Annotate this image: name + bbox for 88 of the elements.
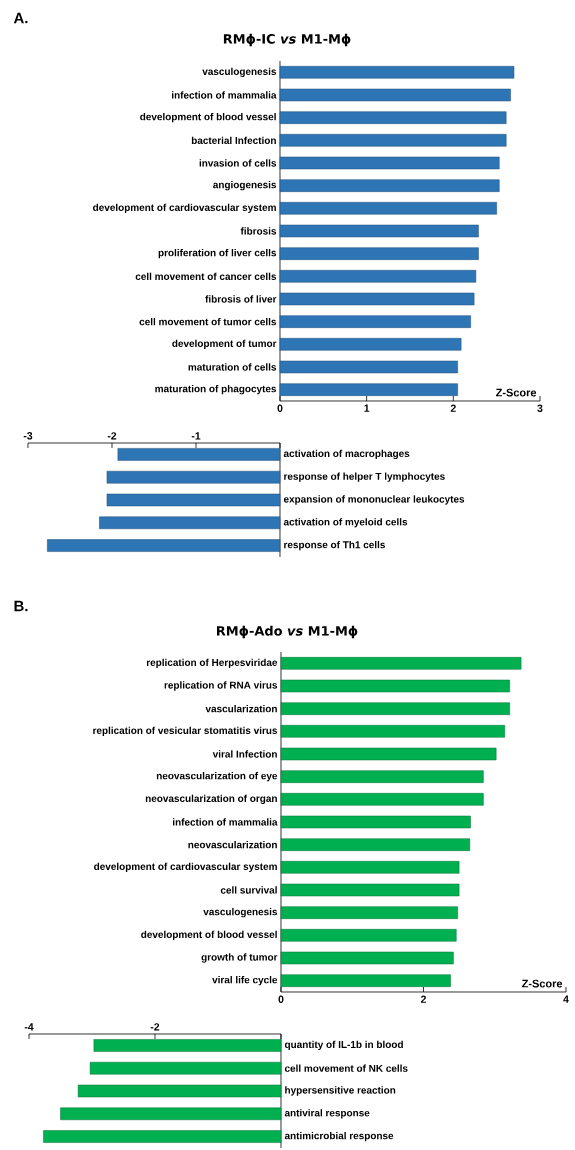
bar (279, 360, 458, 374)
text: A. (13, 12, 28, 24)
y-tick-label: activation of myeloid cells (283, 518, 408, 528)
y-tick-label: infection of mammalia (173, 818, 278, 826)
bar (280, 747, 497, 761)
bar (279, 179, 500, 192)
x-tick-label: -2 (107, 432, 117, 440)
y-tick-label: cell movement of NK cells (284, 1064, 408, 1072)
bar (279, 88, 511, 102)
bar (279, 156, 500, 170)
y-tick-label: vasculogenesis (203, 907, 278, 918)
x-tick-label: -2 (150, 1023, 160, 1031)
x-tick-label: 2 (420, 995, 426, 1003)
bar (280, 657, 522, 670)
x-axis-title: Z-Score (522, 979, 563, 988)
bar (280, 702, 510, 715)
x-tick-label: -1 (191, 432, 201, 440)
y-tick-label: development of blood vessel (141, 930, 277, 940)
x-tick-label: 0 (278, 995, 284, 1003)
x-tick-label: 1 (364, 404, 370, 412)
y-tick-label: replication of vesicular stomatitis virus (93, 726, 278, 736)
y-tick-label: infection of mammalia (172, 91, 277, 99)
x-tick-label: -4 (24, 1023, 34, 1031)
bar (279, 247, 479, 260)
y-tick-label: response of Th1 cells (284, 540, 385, 551)
y-tick-label: development of tumor (172, 339, 277, 349)
bar (279, 111, 507, 124)
y-tick-label: hypersensitive reaction (285, 1086, 396, 1096)
bar (279, 66, 515, 79)
y-tick-label: maturation of phagocytes (155, 384, 277, 395)
y-tick-label: replication of RNA virus (164, 681, 278, 691)
chart-title: RMϕ-Ado vs M1-Mϕ (216, 625, 358, 639)
x-tick-label: 4 (563, 995, 569, 1003)
y-tick-label: replication of Herpesviridae (146, 658, 278, 668)
y-tick-label: activation of macrophages (283, 449, 410, 460)
x-tick-label: 0 (277, 404, 283, 412)
y-tick-label: neovascularization of eye (156, 772, 278, 782)
bar (280, 883, 460, 897)
bar (280, 725, 505, 738)
y-tick-label: maturation of cells (188, 363, 277, 371)
x-tick-label: -3 (23, 432, 33, 440)
y-tick-label: angiogenesis (213, 180, 277, 191)
bar (280, 861, 460, 874)
x-axis-title: Z-Score (496, 388, 537, 397)
y-tick-label: expansion of mononuclear leukocytes (283, 495, 465, 505)
bar (280, 929, 457, 942)
y-tick-label: cell movement of tumor cells (139, 318, 277, 326)
y-tick-label: development of blood vessel (140, 113, 276, 123)
y-tick-label: bacterial Infection (191, 136, 276, 144)
y-tick-label: invasion of cells (199, 159, 277, 167)
bar (280, 906, 458, 919)
bar (280, 838, 471, 851)
bar (279, 270, 477, 283)
y-tick-label: development of cardiovascular system (94, 862, 277, 872)
bar (280, 793, 484, 806)
bar (279, 292, 475, 306)
y-tick-label: vascularization (205, 705, 277, 713)
y-tick-label: viral life cycle (212, 976, 278, 986)
chart-title: RMϕ-IC vs M1-Mϕ (223, 33, 351, 47)
bar (279, 134, 507, 147)
y-tick-label: quantity of IL-1b in blood (284, 1040, 403, 1051)
y-tick-label: neovascularization (188, 841, 277, 849)
x-tick-label: 3 (537, 404, 543, 412)
bar (280, 951, 454, 965)
bar (279, 315, 471, 328)
text: B. (14, 600, 28, 612)
y-tick-label: antiviral response (284, 1109, 370, 1119)
y-tick-label: antimicrobial response (284, 1131, 394, 1142)
bar (280, 974, 451, 987)
bar (279, 202, 497, 215)
y-tick-label: proliferation of liver cells (158, 249, 277, 259)
bar (279, 224, 479, 238)
y-tick-label: fibrosis of liver (205, 295, 277, 303)
y-tick-label: vasculogenesis (202, 67, 277, 77)
y-tick-label: viral Infection (212, 750, 277, 758)
bar (280, 815, 471, 829)
y-tick-label: cell survival (220, 886, 277, 894)
y-tick-label: fibrosis (240, 227, 277, 235)
y-tick-label: development of cardiovascular system (93, 203, 276, 213)
y-tick-label: growth of tumor (201, 953, 278, 963)
y-tick-label: cell movement of cancer cells (135, 272, 277, 280)
bar (279, 338, 462, 351)
bar (280, 770, 484, 783)
y-tick-label: response of helper T lymphocytes (284, 472, 445, 482)
bar (279, 383, 458, 396)
x-tick-label: 2 (450, 404, 456, 412)
bar (280, 679, 510, 693)
y-tick-label: neovascularization of organ (145, 794, 277, 804)
